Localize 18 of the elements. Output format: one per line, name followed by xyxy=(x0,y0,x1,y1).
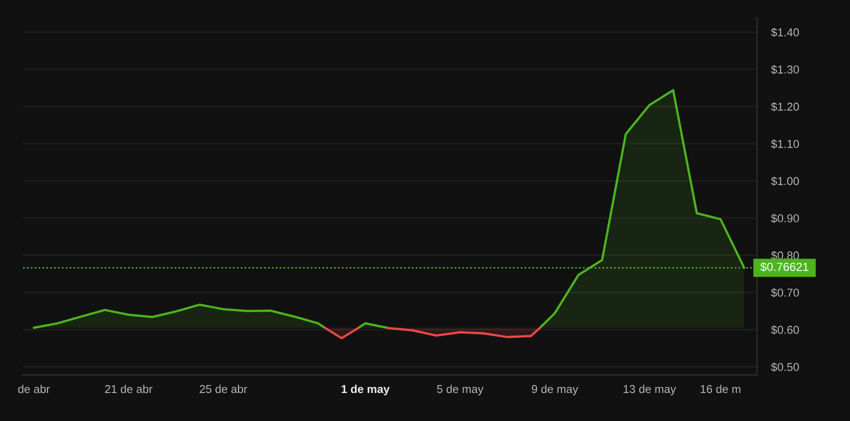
y-tick-label: $0.90 xyxy=(771,214,799,223)
y-tick-label: $1.20 xyxy=(771,102,799,112)
y-tick-label: $1.30 xyxy=(771,65,799,74)
y-tick-label: $1.40 xyxy=(771,28,799,38)
y-tick-label: $1.00 xyxy=(771,176,799,186)
x-tick-label: 25 de abr xyxy=(200,384,248,394)
x-tick-label: 1 de may xyxy=(342,384,390,396)
y-tick-label: $0.50 xyxy=(771,362,799,372)
x-tick-label: 9 de may xyxy=(532,384,578,396)
ref-line-label: $0.76621 xyxy=(760,262,808,272)
x-tick-label: 21 de abr xyxy=(105,384,152,394)
x-tick-label: 16 de m xyxy=(700,384,740,394)
y-tick-label: $1.10 xyxy=(771,139,799,149)
y-tick-label: $0.60 xyxy=(771,325,799,335)
y-tick-label: $0.70 xyxy=(771,288,799,298)
x-tick-label: 13 de may xyxy=(624,384,676,396)
x-tick-label: de abr xyxy=(18,384,50,394)
x-tick-label: 5 de may xyxy=(437,384,484,396)
